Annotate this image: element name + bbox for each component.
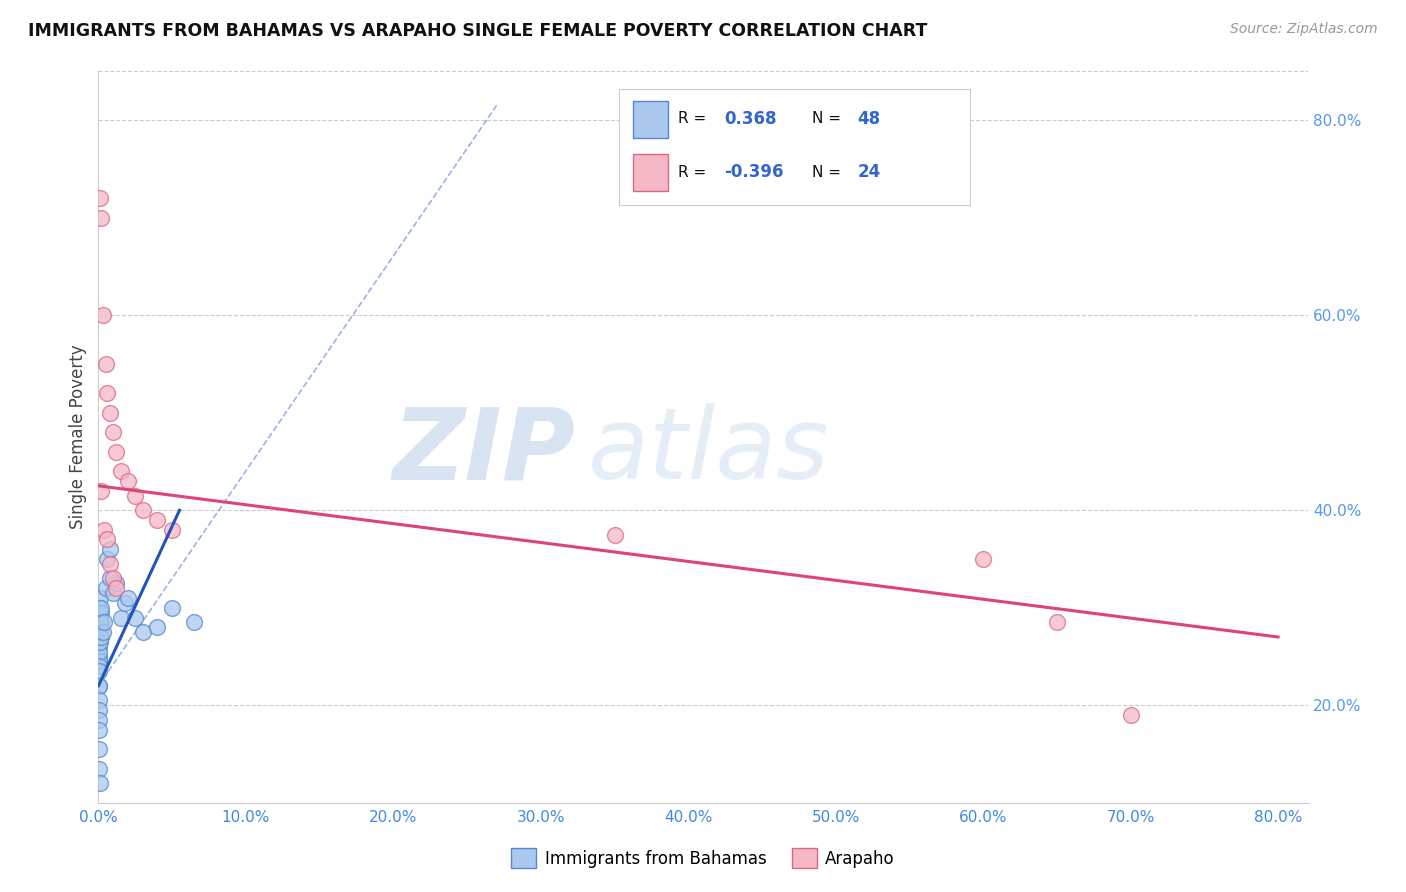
Point bbox=[89, 615, 111, 630]
Point bbox=[146, 513, 169, 527]
Point bbox=[98, 406, 121, 420]
Text: IMMIGRANTS FROM BAHAMAS VS ARAPAHO SINGLE FEMALE POVERTY CORRELATION CHART: IMMIGRANTS FROM BAHAMAS VS ARAPAHO SINGL… bbox=[28, 22, 928, 40]
Point bbox=[90, 630, 112, 644]
Text: 0.368: 0.368 bbox=[724, 110, 776, 128]
Point bbox=[90, 483, 112, 498]
Point bbox=[89, 776, 111, 790]
Point bbox=[1046, 615, 1069, 630]
Point bbox=[105, 444, 128, 458]
Point bbox=[124, 489, 146, 503]
Text: N =: N = bbox=[813, 165, 846, 179]
Point bbox=[89, 703, 111, 717]
Point bbox=[146, 620, 169, 634]
Point bbox=[91, 308, 114, 322]
Point bbox=[93, 523, 115, 537]
Text: R =: R = bbox=[678, 112, 711, 127]
Point bbox=[89, 664, 111, 678]
Text: N =: N = bbox=[813, 112, 846, 127]
Point bbox=[101, 586, 124, 600]
Legend: Immigrants from Bahamas, Arapaho: Immigrants from Bahamas, Arapaho bbox=[505, 841, 901, 875]
Point bbox=[90, 606, 112, 620]
Point bbox=[89, 635, 111, 649]
Point bbox=[101, 572, 124, 586]
Point bbox=[89, 742, 111, 756]
Point bbox=[89, 723, 111, 737]
Point bbox=[183, 615, 205, 630]
Point bbox=[89, 600, 111, 615]
Point bbox=[91, 625, 114, 640]
Point bbox=[93, 615, 115, 630]
Point bbox=[89, 679, 111, 693]
Bar bbox=[633, 154, 668, 191]
Point bbox=[89, 630, 111, 644]
Point bbox=[98, 542, 121, 557]
Point bbox=[89, 713, 111, 727]
Point bbox=[114, 596, 136, 610]
Text: ZIP: ZIP bbox=[394, 403, 576, 500]
Point bbox=[89, 606, 111, 620]
Point bbox=[160, 600, 183, 615]
Text: 48: 48 bbox=[858, 110, 880, 128]
Point bbox=[89, 600, 111, 615]
Point bbox=[94, 357, 117, 371]
Point bbox=[1119, 708, 1142, 723]
Point bbox=[96, 533, 118, 547]
Point bbox=[89, 591, 111, 605]
Point bbox=[98, 572, 121, 586]
Point bbox=[98, 557, 121, 571]
Point bbox=[96, 552, 118, 566]
Point bbox=[110, 464, 132, 478]
Point bbox=[105, 576, 128, 591]
Point bbox=[89, 191, 111, 205]
Point bbox=[90, 615, 112, 630]
Point bbox=[89, 693, 111, 707]
Text: -0.396: -0.396 bbox=[724, 163, 783, 181]
Point bbox=[160, 523, 183, 537]
Point bbox=[117, 474, 139, 488]
Point bbox=[131, 625, 153, 640]
Point bbox=[89, 649, 111, 664]
Point bbox=[972, 552, 994, 566]
Point bbox=[131, 503, 153, 517]
Point bbox=[94, 581, 117, 595]
Text: 24: 24 bbox=[858, 163, 882, 181]
Point bbox=[89, 654, 111, 668]
Point bbox=[89, 625, 111, 640]
Point bbox=[110, 610, 132, 624]
Text: atlas: atlas bbox=[588, 403, 830, 500]
Text: Source: ZipAtlas.com: Source: ZipAtlas.com bbox=[1230, 22, 1378, 37]
Point bbox=[89, 640, 111, 654]
Point bbox=[89, 659, 111, 673]
Y-axis label: Single Female Poverty: Single Female Poverty bbox=[69, 345, 87, 529]
Point bbox=[124, 610, 146, 624]
Point bbox=[89, 615, 111, 630]
Text: R =: R = bbox=[678, 165, 711, 179]
Point bbox=[90, 211, 112, 225]
Point bbox=[89, 630, 111, 644]
Bar bbox=[633, 101, 668, 138]
Point bbox=[89, 606, 111, 620]
Point bbox=[96, 386, 118, 401]
Point bbox=[90, 600, 112, 615]
Point bbox=[89, 635, 111, 649]
Point bbox=[105, 581, 128, 595]
Point bbox=[89, 615, 111, 630]
Point bbox=[101, 425, 124, 440]
Point bbox=[89, 762, 111, 776]
Point bbox=[117, 591, 139, 605]
Point bbox=[89, 679, 111, 693]
Point bbox=[603, 527, 626, 541]
Point bbox=[89, 645, 111, 659]
